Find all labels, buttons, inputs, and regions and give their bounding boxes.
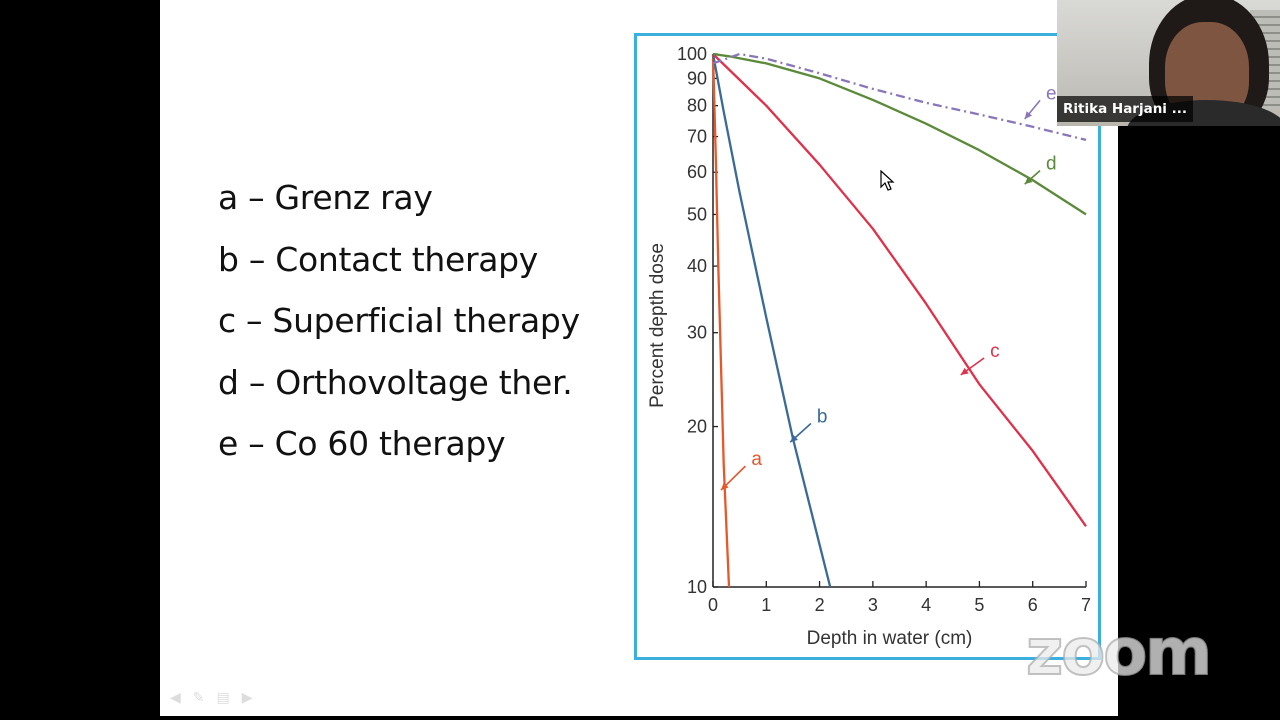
annotation-label-c: c [990,341,1000,362]
y-tick-label: 70 [687,127,707,147]
legend-item-c: c – Superficial therapy [218,301,580,340]
presentation-slide: a – Grenz ray b – Contact therapy c – Su… [160,0,1118,716]
annotation-arrowhead-d [1024,176,1033,185]
y-axis-label: Percent depth dose [647,243,668,408]
y-tick-label: 10 [687,577,707,597]
x-tick-label: 7 [1081,595,1091,615]
y-tick-label: 100 [677,44,707,64]
annotation-arrowhead-e [1024,111,1032,120]
series-line-c [712,53,1087,527]
depth-dose-chart: 0 1 2 3 4 5 6 7 10 20 30 40 50 60 70 80 90 100 Depth in wa… [647,44,1091,649]
legend-list: a – Grenz ray b – Contact therapy c – Su… [218,172,580,480]
annotation-arrowhead-a [720,482,729,491]
y-tick-label: 90 [687,68,707,88]
annotation-arrowhead-b [790,434,798,443]
y-tick-label: 40 [687,256,707,276]
annotation-arrowhead-c [960,367,969,375]
x-tick-label: 6 [1028,595,1038,615]
series-line-d [712,52,1087,216]
participant-video-tile[interactable]: Ritika Harjani ... [1057,0,1280,126]
chart-frame: 0 1 2 3 4 5 6 7 10 20 30 40 50 60 70 80 90 100 Depth in wa… [634,33,1101,660]
legend-item-b: b – Contact therapy [218,239,539,279]
x-axis-label: Depth in water (cm) [807,628,973,649]
x-tick-label: 4 [921,595,931,615]
x-tick-label: 0 [708,595,718,615]
series-line-b [711,53,832,588]
y-tick-label: 50 [687,204,707,224]
annotation-label-a: a [751,449,762,470]
series-line-a [711,53,731,588]
previous-slide-icon[interactable]: ◀ [170,690,181,706]
x-tick-label: 1 [761,595,771,615]
mouse-cursor-icon [880,170,895,191]
legend-item-d: d – Orthovoltage ther. [218,362,573,402]
annotation-label-e: e [1046,83,1057,104]
series-line-e [712,52,1087,142]
zoom-watermark: zoom [1025,615,1213,691]
slide-menu-icon[interactable]: ▤ [216,690,230,706]
next-slide-icon[interactable]: ▶ [241,690,253,706]
x-tick-label: 3 [868,595,878,615]
x-tick-label: 2 [815,595,825,615]
legend-item-a: a – Grenz ray [218,178,433,217]
y-tick-label: 30 [687,323,707,343]
y-tick-label: 60 [687,162,707,182]
slide-navigation[interactable]: ◀ ✎ ▤ ▶ [170,690,253,706]
annotation-label-b: b [817,406,828,427]
x-tick-label: 5 [974,595,984,615]
annotation-label-d: d [1046,154,1057,175]
legend-item-e: e – Co 60 therapy [218,424,506,463]
y-tick-label: 20 [687,417,707,437]
participant-name-label: Ritika Harjani ... [1057,96,1194,122]
pen-icon[interactable]: ✎ [192,690,205,706]
y-tick-label: 80 [687,96,707,116]
